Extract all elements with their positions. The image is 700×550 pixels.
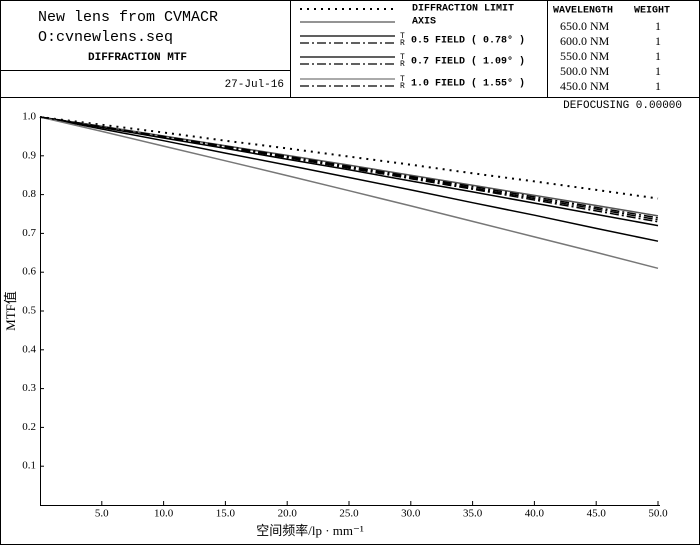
- x-tick-label: 15.0: [216, 508, 236, 520]
- y-tick-label: 0.6: [22, 266, 36, 278]
- table-cell: 650.0 NM: [560, 19, 610, 33]
- table-header: WEIGHT: [634, 6, 670, 17]
- x-tick-label: 25.0: [339, 508, 359, 520]
- x-tick-label: 5.0: [95, 508, 109, 520]
- table-cell: 550.0 NM: [560, 49, 610, 63]
- y-tick-label: 0.7: [22, 227, 36, 239]
- table-cell: 600.0 NM: [560, 34, 610, 48]
- x-tick-label: 40.0: [525, 508, 545, 520]
- header-date: 27-Jul-16: [225, 79, 284, 91]
- x-tick-label: 10.0: [154, 508, 174, 520]
- table-header: WAVELENGTH: [553, 6, 613, 17]
- y-tick-label: 0.9: [22, 149, 36, 161]
- legend-label: T: [400, 32, 405, 41]
- y-tick-label: 1.0: [22, 111, 36, 123]
- legend-label: AXIS: [412, 17, 436, 28]
- defocusing: DEFOCUSING 0.00000: [563, 100, 682, 112]
- table-cell: 450.0 NM: [560, 79, 610, 93]
- mtf-curve: [39, 116, 659, 200]
- legend-label: DIFFRACTION LIMIT: [412, 4, 514, 15]
- table-cell: 1: [655, 49, 661, 63]
- y-tick-label: 0.3: [22, 382, 36, 394]
- x-tick-label: 50.0: [648, 508, 668, 520]
- legend-label: R: [400, 60, 405, 69]
- mtf-curve: [39, 116, 659, 227]
- x-tick-label: 20.0: [278, 508, 298, 520]
- y-tick-label: 0.5: [22, 305, 36, 317]
- table-cell: 1: [655, 64, 661, 78]
- field-label: 0.7 FIELD ( 1.09° ): [411, 56, 525, 68]
- mtf-curve: [39, 116, 659, 242]
- table-cell: 500.0 NM: [560, 64, 610, 78]
- field-label: 1.0 FIELD ( 1.55° ): [411, 78, 525, 90]
- x-tick-label: 45.0: [587, 508, 607, 520]
- y-tick-label: 0.2: [22, 421, 36, 433]
- legend-label: T: [400, 53, 405, 62]
- table-cell: 1: [655, 79, 661, 93]
- legend-label: R: [400, 82, 405, 91]
- y-tick-label: 0.4: [22, 343, 36, 355]
- x-tick-label: 30.0: [401, 508, 421, 520]
- header-title: New lens from CVMACR: [38, 9, 218, 26]
- header-file: O:cvnewlens.seq: [38, 29, 173, 46]
- table-cell: 1: [655, 34, 661, 48]
- mtf-curve: [39, 116, 659, 270]
- field-label: 0.5 FIELD ( 0.78° ): [411, 35, 525, 47]
- header-subtitle: DIFFRACTION MTF: [88, 52, 187, 64]
- mtf-curve: [39, 116, 659, 223]
- x-axis-label: 空间频率/lp · mm⁻¹: [256, 523, 364, 538]
- y-tick-label: 0.8: [22, 188, 36, 200]
- y-tick-label: 0.1: [22, 460, 36, 472]
- legend-label: R: [400, 39, 405, 48]
- x-tick-label: 35.0: [463, 508, 483, 520]
- legend-label: T: [400, 75, 405, 84]
- y-axis-label: MTF值: [3, 291, 18, 331]
- table-cell: 1: [655, 19, 661, 33]
